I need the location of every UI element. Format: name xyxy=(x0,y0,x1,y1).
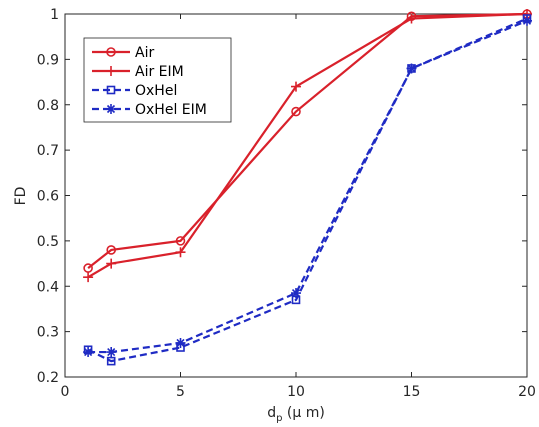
legend: Air Air EIM OxHel OxHel EIM xyxy=(83,37,232,123)
series-line-oxhel xyxy=(87,17,528,363)
point-oxhel-eim-2 xyxy=(175,337,186,348)
y-axis-title: FD xyxy=(13,187,29,206)
y-tick-label-6: 0.8 xyxy=(37,98,59,114)
point-oxhel-eim-4 xyxy=(406,63,417,74)
y-tick-label-2: 0.4 xyxy=(37,279,59,295)
series-oxhel-eim xyxy=(83,15,532,358)
point-oxhel-eim-5 xyxy=(522,15,532,26)
point-oxhel-eim-1 xyxy=(106,347,117,358)
y-tick-label-5: 0.7 xyxy=(37,143,59,159)
point-air-2 xyxy=(175,236,186,246)
axis-ticks: 0 5 10 15 20 0.2 0.3 0.4 0.5 0.6 0.7 0.8 0.9 1 xyxy=(37,7,536,400)
legend-label-air: Air xyxy=(135,45,154,61)
point-air-eim-4 xyxy=(406,13,417,24)
x-tick-label-1: 5 xyxy=(176,384,185,400)
point-oxhel-1 xyxy=(106,356,116,366)
point-air-1 xyxy=(106,245,116,255)
x-tick-label-4: 20 xyxy=(518,384,536,400)
point-air-eim-3 xyxy=(291,81,301,92)
series-line-oxhel-eim xyxy=(88,19,528,354)
point-air-0 xyxy=(83,263,93,273)
x-tick-label-0: 0 xyxy=(61,384,70,400)
series-air-eim xyxy=(83,9,532,283)
x-tick-label-3: 15 xyxy=(403,384,421,400)
legend-marker-oxhel-eim xyxy=(106,104,116,114)
point-air-eim-1 xyxy=(106,258,117,269)
legend-label-air-eim: Air EIM xyxy=(135,64,184,80)
y-tick-label-7: 0.9 xyxy=(37,52,59,68)
y-tick-label-1: 0.3 xyxy=(37,325,59,341)
point-oxhel-eim-3 xyxy=(291,288,301,299)
legend-label-oxhel-eim: OxHel EIM xyxy=(135,102,207,118)
point-air-eim-0 xyxy=(83,272,94,283)
series-layer xyxy=(83,9,532,366)
legend-label-oxhel: OxHel xyxy=(135,83,177,99)
x-axis-title-rest: (μ m) xyxy=(282,405,324,421)
legend-marker-air xyxy=(106,47,116,57)
x-axis-title-sub: p xyxy=(276,413,282,424)
series-line-air-eim xyxy=(87,12,528,279)
series-line-air xyxy=(87,12,528,269)
point-air-3 xyxy=(291,106,301,117)
x-tick-label-2: 10 xyxy=(287,384,305,400)
point-air-eim-2 xyxy=(175,247,186,258)
y-tick-label-8: 1 xyxy=(50,7,59,23)
y-tick-label-4: 0.6 xyxy=(37,189,59,205)
y-tick-label-0: 0.2 xyxy=(37,370,59,386)
point-oxhel-eim-0 xyxy=(83,347,94,358)
y-tick-label-3: 0.5 xyxy=(37,234,59,250)
x-axis-title: dp (μ m) xyxy=(267,405,325,424)
legend-marker-oxhel xyxy=(106,85,116,95)
x-axis-title-main: d xyxy=(267,405,276,421)
legend-marker-air-eim xyxy=(106,66,116,76)
